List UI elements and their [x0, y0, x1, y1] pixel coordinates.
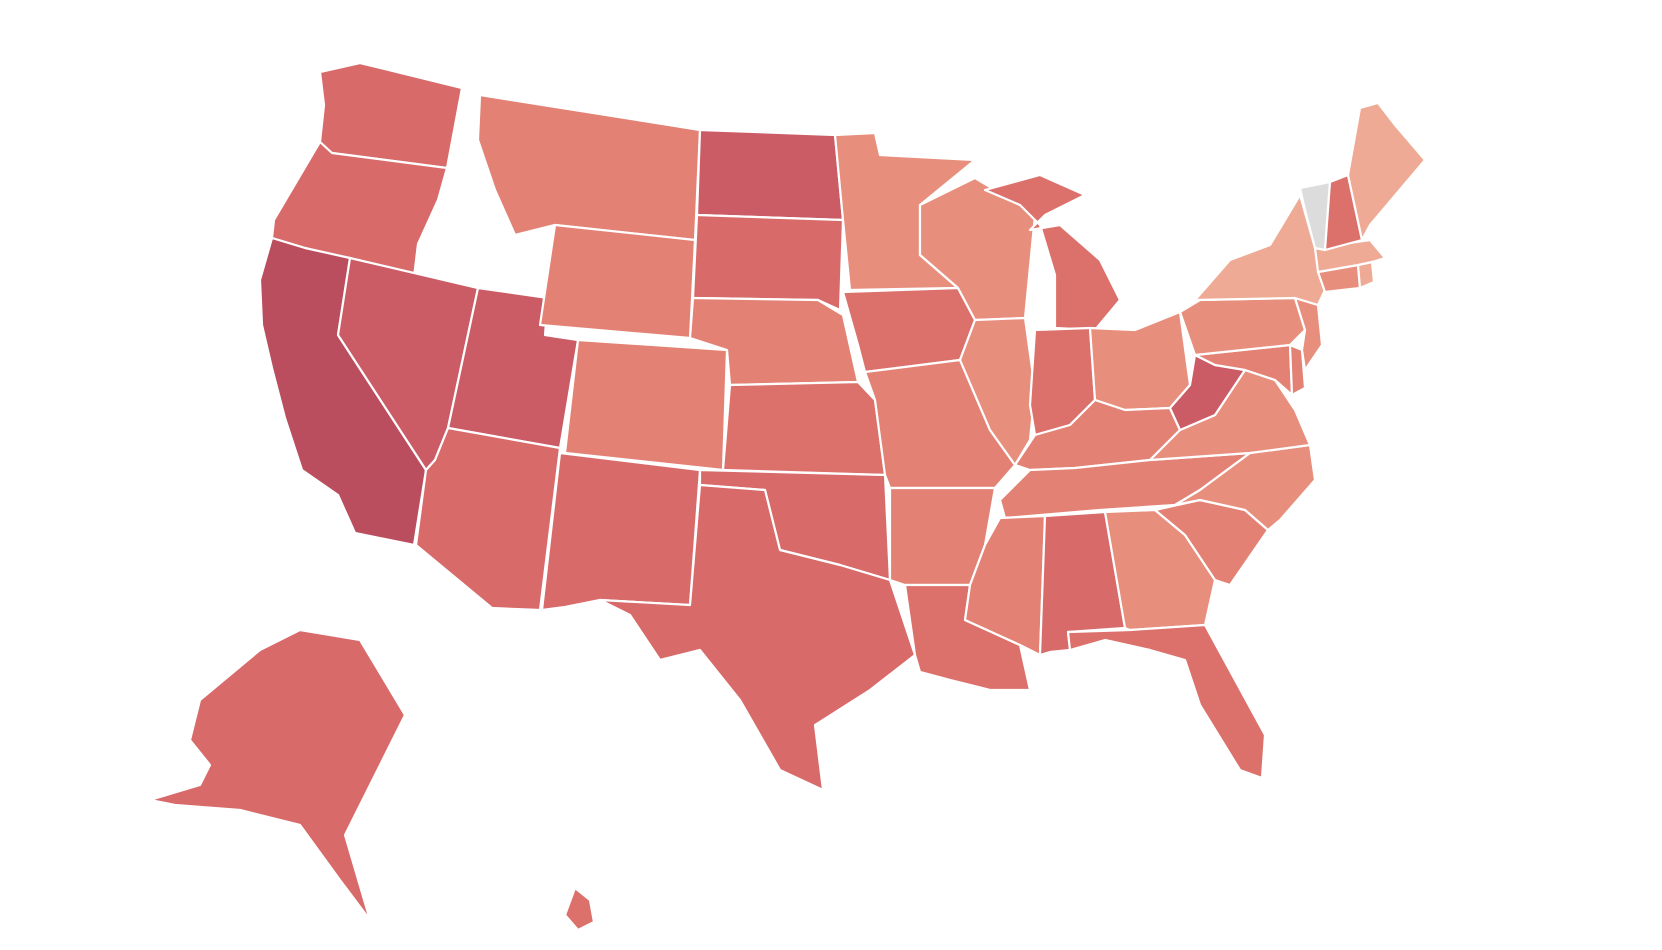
state-VT[interactable] — [1298, 180, 1332, 252]
state-NC[interactable] — [1173, 443, 1317, 532]
state-WA[interactable] — [318, 61, 464, 170]
state-CO[interactable] — [563, 338, 729, 472]
state-RI[interactable] — [1356, 260, 1376, 290]
state-OR[interactable] — [270, 140, 449, 279]
states-layer — [148, 61, 1427, 932]
state-SD[interactable] — [691, 213, 845, 312]
state-MI[interactable] — [983, 173, 1122, 332]
state-PA[interactable] — [1178, 296, 1307, 357]
state-FL[interactable] — [1066, 623, 1267, 780]
state-AZ[interactable] — [414, 426, 562, 612]
state-ND[interactable] — [695, 128, 845, 222]
state-NM[interactable] — [540, 451, 702, 612]
state-IA[interactable] — [841, 286, 977, 374]
state-KS[interactable] — [721, 380, 887, 477]
state-MT[interactable] — [476, 93, 702, 242]
state-DE[interactable] — [1288, 343, 1307, 397]
state-OH[interactable] — [1088, 310, 1192, 412]
state-WY[interactable] — [538, 223, 697, 340]
state-HI[interactable] — [563, 886, 596, 932]
state-ME[interactable] — [1346, 101, 1427, 242]
state-AK[interactable] — [148, 628, 407, 922]
state-TX[interactable] — [598, 483, 917, 792]
